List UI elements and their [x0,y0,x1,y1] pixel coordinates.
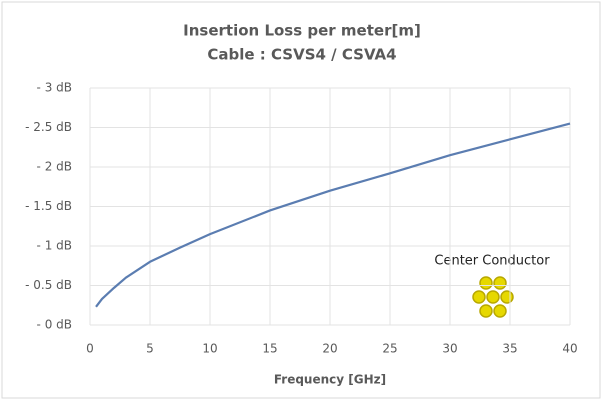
x-tick-label: 40 [562,342,577,356]
y-tick-label: - 0.5 dB [25,278,72,292]
y-tick-label: - 3 dB [37,81,72,95]
chart-subtitle: Cable : CSVS4 / CSVA4 [207,46,396,64]
data-line [95,122,571,308]
chart-title: Insertion Loss per meter[m] [183,22,421,40]
y-tick-label: - 2.5 dB [25,120,72,134]
x-axis-label: Frequency [GHz] [274,373,386,387]
annotation: Center Conductor [434,254,550,269]
y-tick-label: - 1 dB [37,239,72,253]
conductor-icon [472,276,514,318]
x-tick-label: 25 [382,342,397,356]
y-tick-label: - 0 dB [37,318,72,332]
x-tick-label: 30 [442,342,457,356]
x-tick-label: 0 [86,342,94,356]
x-tick-label: 15 [262,342,277,356]
y-tick-label: - 2 dB [37,160,72,174]
x-tick-label: 35 [502,342,517,356]
x-tick-label: 20 [322,342,337,356]
x-tick-label: 5 [146,342,154,356]
y-tick-label: - 1.5 dB [25,199,72,213]
x-tick-label: 10 [202,342,217,356]
